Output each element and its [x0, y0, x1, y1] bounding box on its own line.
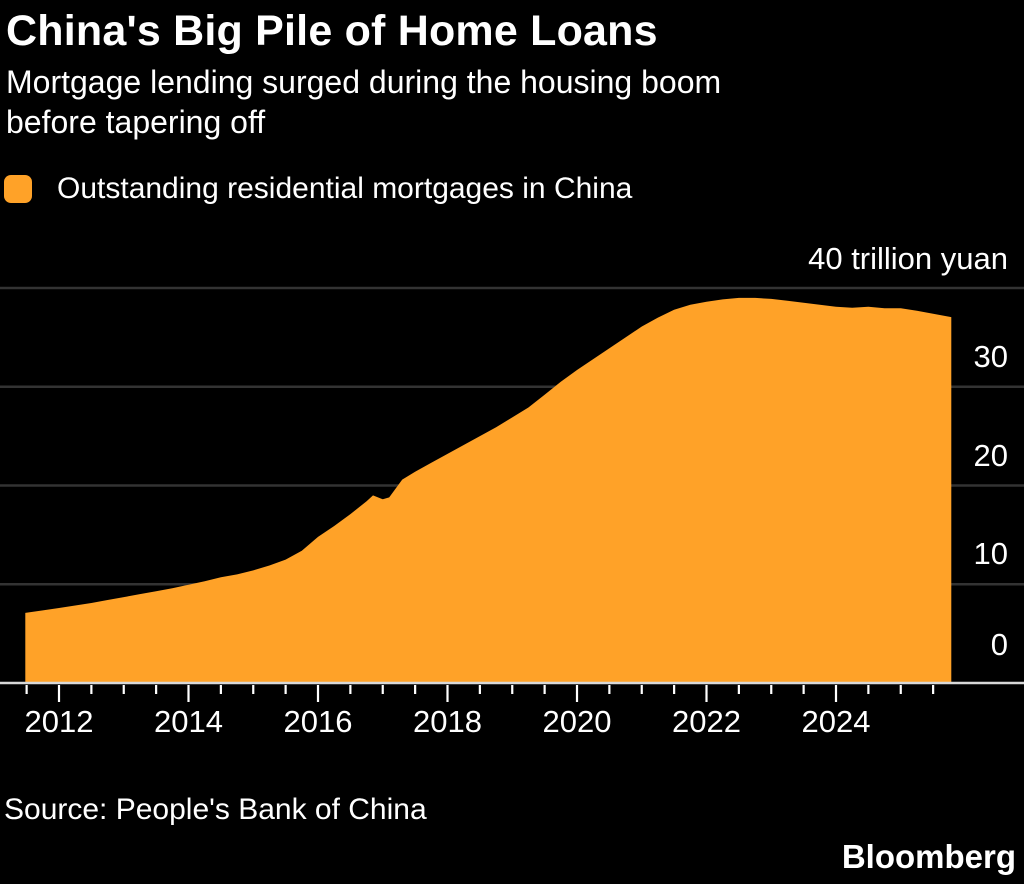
- y-axis-label-0: 0: [990, 627, 1008, 662]
- mortgage-area-series: [25, 297, 952, 683]
- x-axis-label-2018: 2018: [413, 704, 482, 739]
- y-axis-label-30: 30: [973, 338, 1008, 374]
- bloomberg-logo: Bloomberg: [841, 838, 1016, 875]
- source-note: Source: People's Bank of China: [4, 793, 427, 826]
- x-axis-ticks: [25, 685, 935, 702]
- legend: Outstanding residential mortgages in Chi…: [4, 174, 632, 204]
- x-axis-label-2022: 2022: [672, 704, 741, 739]
- chart-subtitle-line2: before tapering off: [6, 104, 266, 140]
- x-axis-label-2016: 2016: [283, 704, 353, 739]
- y-axis-label-10: 10: [973, 536, 1008, 572]
- y-axis-unit-label: 40 trillion yuan: [808, 241, 1008, 276]
- x-axis-label-2012: 2012: [24, 704, 94, 739]
- chart-title: China's Big Pile of Home Loans: [6, 7, 658, 55]
- y-axis-label-20: 20: [973, 437, 1008, 473]
- chart-subtitle-line1: Mortgage lending surged during the housi…: [6, 64, 722, 100]
- legend-swatch-icon: [4, 175, 32, 203]
- x-axis-label-2020: 2020: [542, 704, 612, 739]
- x-axis-label-2014: 2014: [154, 704, 223, 739]
- x-axis-label-2024: 2024: [801, 704, 871, 739]
- chart-subtitle: Mortgage lending surged during the housi…: [6, 62, 721, 142]
- legend-label: Outstanding residential mortgages in Chi…: [57, 172, 633, 205]
